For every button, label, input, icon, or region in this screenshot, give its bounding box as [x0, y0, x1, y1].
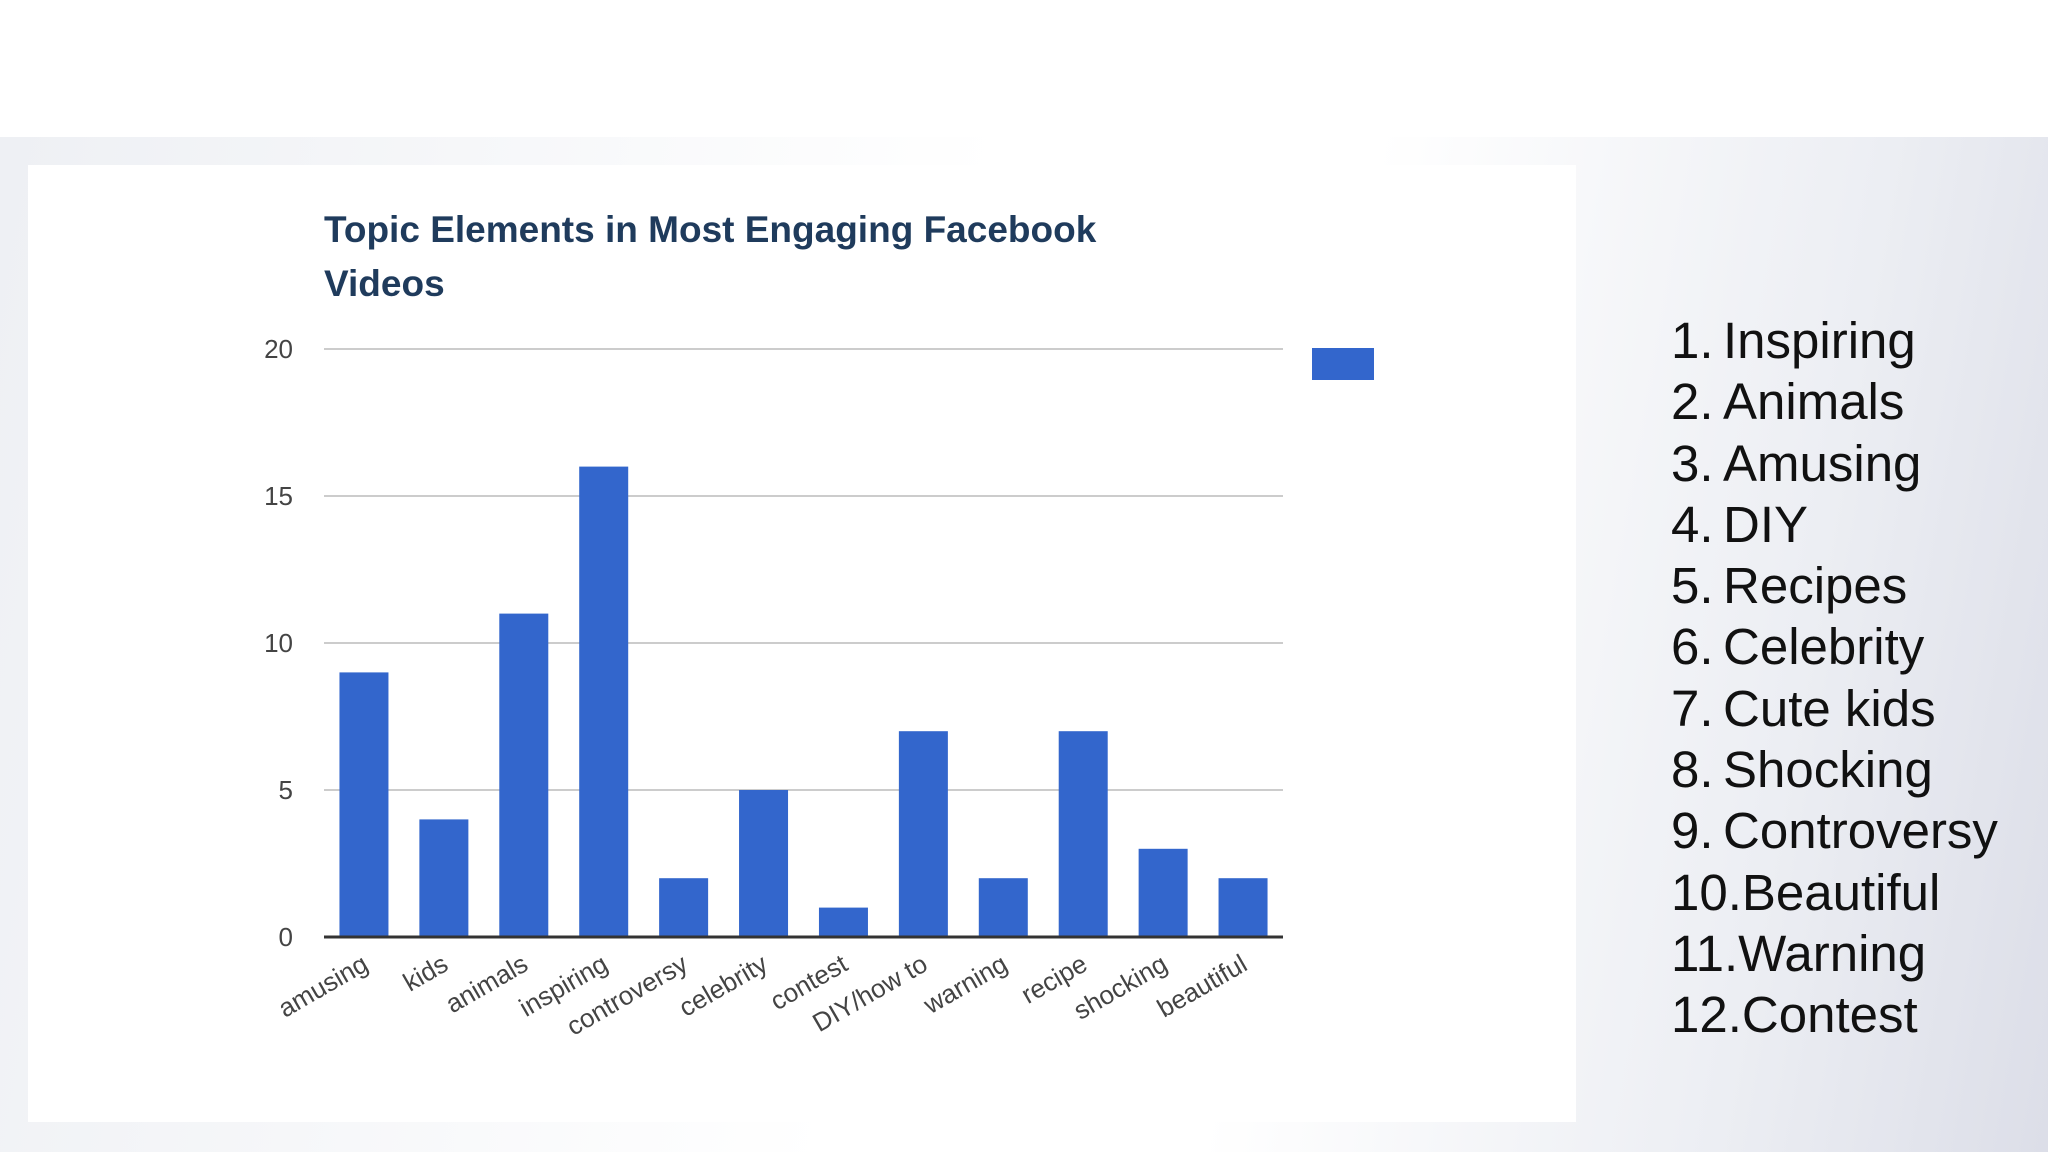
ranking-item: 8. Shocking	[1671, 739, 1998, 800]
bar-recipe	[1058, 731, 1108, 937]
y-tick-label: 20	[264, 334, 293, 364]
ranking-label: Amusing	[1723, 434, 1922, 492]
ranking-item: 7. Cute kids	[1671, 678, 1998, 739]
y-tick-label: 10	[264, 628, 293, 658]
x-tick-label: celebrity	[674, 948, 773, 1022]
ranking-item: 4. DIY	[1671, 494, 1998, 555]
bar-celebrity	[739, 790, 789, 937]
y-tick-label: 5	[279, 775, 293, 805]
x-tick-label: beautiful	[1152, 948, 1252, 1023]
ranking-item: 6. Celebrity	[1671, 616, 1998, 677]
ranking-label: Contest	[1741, 986, 1918, 1044]
x-axis-tick-labels: amusing kidsanimalsinspiringcontroversyce…	[273, 948, 1252, 1042]
ranking-number: 1.	[1671, 312, 1714, 369]
ranking-item: 11.Warning	[1671, 923, 1998, 984]
ranking-number: 4.	[1671, 495, 1714, 553]
ranking-label: Animals	[1723, 373, 1905, 431]
ranking-item: 5. Recipes	[1671, 555, 1998, 616]
chart-panel: Topic Elements in Most Engaging Facebook…	[28, 165, 1576, 1122]
ranking-number: 10.	[1671, 863, 1742, 921]
y-tick-label: 0	[279, 922, 293, 952]
ranking-label: Recipes	[1723, 557, 1908, 615]
ranking-label: Inspiring	[1723, 312, 1916, 369]
ranking-label: Shocking	[1723, 741, 1933, 799]
ranking-label: Beautiful	[1741, 863, 1941, 921]
legend-swatch	[1312, 348, 1374, 380]
chart-title-line-2: Videos	[324, 263, 445, 304]
bar-contest	[818, 907, 868, 937]
ranking-item: 12.Contest	[1671, 984, 1998, 1045]
ranking-number: 12.	[1671, 986, 1742, 1044]
bar-amusing	[339, 672, 389, 937]
gridlines	[324, 348, 1283, 791]
ranking-label: Celebrity	[1723, 618, 1925, 676]
ranking-number: 6.	[1671, 618, 1714, 676]
ranking-number: 8.	[1671, 741, 1714, 799]
bar-chart: Topic Elements in Most Engaging Facebook…	[264, 209, 1374, 1042]
x-tick-label: warning	[918, 948, 1013, 1020]
ranking-number: 5.	[1671, 557, 1714, 615]
ranking-item: 10.Beautiful	[1671, 862, 1998, 923]
bar-controversy	[659, 878, 709, 937]
bar-kids	[419, 819, 469, 937]
ranking-item: 2. Animals	[1671, 371, 1998, 432]
ranking-item: 1. Inspiring	[1671, 310, 1998, 371]
ranking-label: DIY	[1723, 495, 1809, 553]
ranking-label: Cute kids	[1723, 679, 1936, 737]
ranking-label: Controversy	[1723, 802, 1998, 860]
y-tick-label: 15	[264, 481, 293, 511]
bar-diy-how-to	[898, 731, 948, 937]
x-tick-label: animals	[440, 948, 533, 1019]
topic-ranking-list: 1. Inspiring 2. Animals 3. Amusing 4. DIY 5. Reci…	[1671, 310, 1998, 1046]
bars	[339, 466, 1268, 937]
ranking-number: 7.	[1671, 679, 1714, 737]
y-axis-tick-labels: 0 5 10 15 20	[264, 334, 293, 952]
ranking-number: 3.	[1671, 434, 1714, 492]
chart-title-line-1: Topic Elements in Most Engaging Facebook	[324, 209, 1097, 250]
ranking-number: 9.	[1671, 802, 1714, 860]
ranking-item: 9. Controversy	[1671, 800, 1998, 861]
x-tick-label: amusing	[273, 948, 373, 1023]
bar-beautiful	[1218, 878, 1268, 937]
ranking-number: 11.	[1671, 924, 1739, 982]
bar-inspiring	[579, 466, 629, 937]
ranking-label: Warning	[1738, 924, 1927, 982]
bar-animals	[499, 613, 549, 937]
bar-shocking	[1138, 848, 1188, 937]
bar-warning	[978, 878, 1028, 937]
ranking-item: 3. Amusing	[1671, 433, 1998, 494]
ranking-number: 2.	[1671, 373, 1714, 431]
